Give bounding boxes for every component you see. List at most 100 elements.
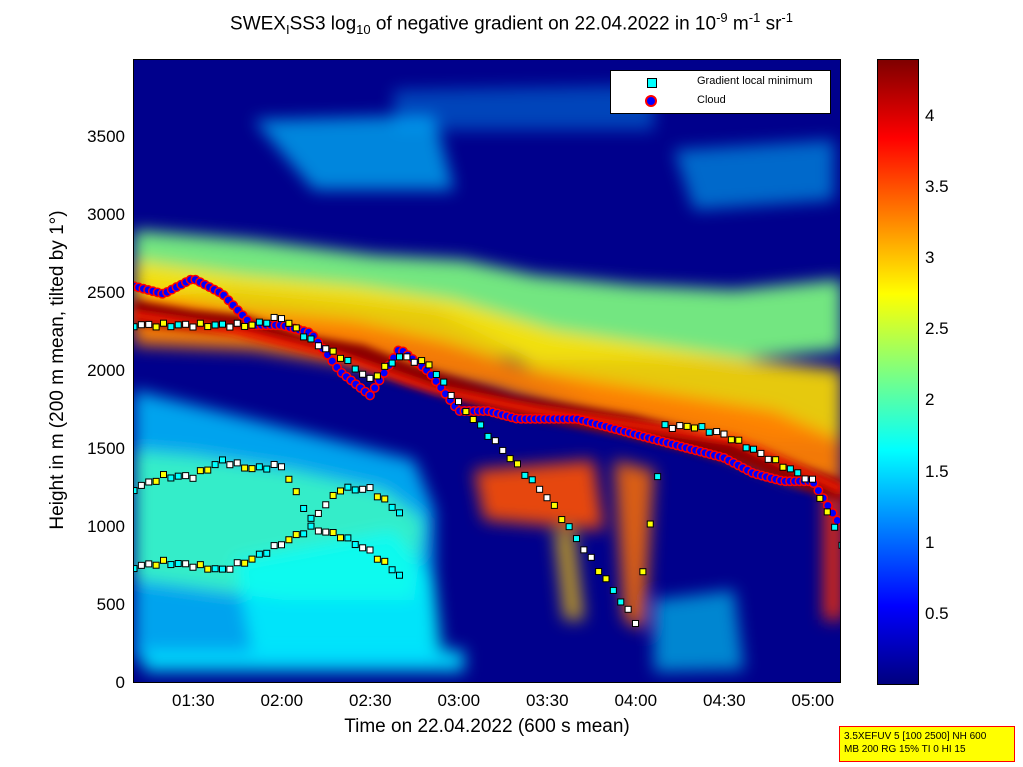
gradient-min-marker [219, 320, 226, 328]
gradient-min-marker [134, 487, 138, 495]
gradient-min-marker [307, 335, 315, 343]
gradient-min-marker [182, 472, 190, 480]
gradient-min-marker [359, 370, 367, 378]
gradient-min-marker [388, 566, 396, 574]
gradient-min-marker [189, 323, 197, 331]
gradient-min-marker [705, 428, 713, 436]
gradient-min-marker [550, 501, 558, 509]
gradient-min-marker [691, 424, 698, 432]
square-marker-icon [647, 78, 657, 88]
colorbar-tick-label: 2 [925, 390, 935, 410]
gradient-min-marker [366, 484, 374, 492]
y-tick-label: 2500 [87, 283, 125, 302]
gradient-min-marker [233, 559, 241, 567]
marker-layer [134, 274, 840, 627]
gradient-min-marker [462, 408, 470, 416]
gradient-min-marker [189, 474, 197, 482]
gradient-min-marker [204, 323, 212, 331]
gradient-min-marker [134, 565, 138, 573]
gradient-min-marker [396, 571, 403, 579]
gradient-min-marker [838, 541, 840, 549]
gradient-min-marker [152, 561, 160, 569]
gradient-min-marker [174, 472, 182, 480]
gradient-min-marker [300, 530, 308, 538]
heatmap-dark-layer [134, 300, 840, 500]
gradient-min-marker [359, 485, 367, 493]
gradient-min-marker [248, 465, 256, 473]
gradient-min-marker [432, 371, 440, 379]
gradient-min-marker [329, 529, 337, 537]
gradient-min-marker [499, 446, 507, 454]
colorbar-tick-label: 3 [925, 248, 935, 268]
cloud-marker [832, 515, 840, 526]
gradient-min-marker [720, 430, 728, 438]
gradient-min-marker [801, 475, 809, 483]
colorbar-tick-label: 0.5 [925, 603, 949, 623]
gradient-min-marker [337, 487, 344, 495]
y-tick-label: 0 [115, 673, 125, 692]
gradient-min-marker [174, 560, 182, 568]
gradient-min-marker [241, 322, 249, 330]
gradient-min-marker [632, 619, 639, 627]
gradient-min-marker [263, 549, 271, 557]
gradient-min-marker [595, 568, 603, 576]
gradient-min-marker [757, 449, 765, 457]
gradient-min-marker [285, 475, 293, 483]
gradient-min-marker [255, 318, 263, 326]
gradient-min-marker [521, 471, 529, 479]
gradient-min-marker [174, 321, 182, 329]
gradient-min-marker [182, 560, 190, 568]
gradient-min-marker [241, 464, 249, 472]
gradient-min-marker [580, 546, 588, 554]
gradient-min-marker [292, 324, 300, 332]
gradient-min-marker [477, 421, 485, 429]
gradient-min-marker [388, 359, 396, 367]
gradient-min-marker [226, 323, 234, 331]
gradient-min-marker [587, 553, 595, 561]
gradient-min-marker [683, 422, 691, 430]
gradient-min-marker [152, 477, 160, 485]
y-tick-label: 500 [96, 595, 125, 614]
x-axis-label: Time on 22.04.2022 (600 s mean) [344, 716, 630, 737]
gradient-min-marker [713, 428, 721, 436]
y-tick-label: 3500 [87, 127, 125, 146]
gradient-min-marker [565, 523, 573, 531]
gradient-min-marker [528, 476, 536, 484]
colorbar-tick-label: 3.5 [925, 177, 949, 197]
x-tick-label: 01:30 [172, 691, 215, 710]
gradient-min-marker [152, 323, 160, 331]
gradient-min-marker [816, 494, 824, 502]
gradient-min-marker [366, 546, 374, 554]
gradient-min-marker [248, 555, 256, 563]
gradient-min-marker [292, 531, 300, 539]
gradient-min-marker [831, 523, 839, 531]
gradient-min-marker [211, 461, 219, 469]
info-line-1: 3.5XEFUV 5 [100 2500] NH 600 [844, 731, 987, 742]
gradient-min-marker [145, 478, 153, 486]
gradient-min-marker [337, 354, 344, 362]
gradient-min-marker [396, 353, 403, 361]
gradient-min-marker [764, 455, 772, 463]
gradient-min-marker [396, 509, 403, 517]
gradient-min-marker [248, 321, 256, 329]
circle-marker-icon [645, 95, 657, 107]
gradient-min-marker [255, 463, 263, 471]
info-box: 3.5XEFUV 5 [100 2500] NH 600 MB 200 RG 1… [839, 726, 1015, 762]
info-line-2: MB 200 RG 15% TI 0 HI 15 [844, 744, 966, 755]
plot-area [133, 59, 841, 683]
gradient-min-marker [160, 556, 167, 564]
gradient-min-marker [263, 319, 271, 327]
gradient-min-marker [351, 365, 359, 373]
gradient-min-marker [278, 315, 285, 323]
gradient-min-marker [329, 347, 337, 355]
gradient-min-marker [270, 542, 278, 550]
gradient-min-marker [211, 565, 219, 573]
gradient-min-marker [137, 321, 145, 329]
gradient-min-marker [381, 362, 389, 370]
gradient-min-marker [344, 483, 352, 491]
gradient-min-marker [226, 565, 234, 573]
gradient-min-marker [219, 456, 226, 464]
gradient-min-marker [270, 460, 278, 468]
gradient-min-marker [255, 550, 263, 558]
gradient-min-marker [455, 398, 462, 406]
